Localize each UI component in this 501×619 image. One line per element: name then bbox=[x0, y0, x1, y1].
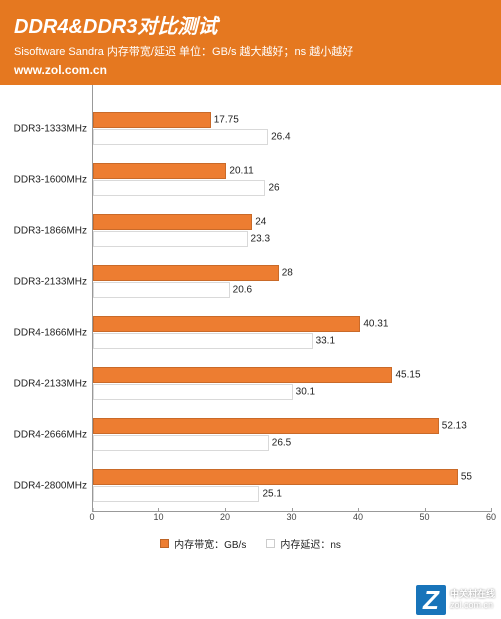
legend-swatch bbox=[160, 539, 169, 548]
bar-group: DDR3-1333MHz17.7526.4 bbox=[93, 103, 491, 154]
legend-swatch bbox=[266, 539, 275, 548]
chart-title: DDR4&DDR3对比测试 bbox=[14, 10, 487, 39]
watermark-text: 中关村在线 zol.com.cn bbox=[450, 589, 495, 611]
bar-group: DDR3-2133MHz2820.6 bbox=[93, 256, 491, 307]
category-label: DDR3-2133MHz bbox=[14, 276, 93, 287]
watermark: Z 中关村在线 zol.com.cn bbox=[416, 585, 495, 615]
bar-value-label: 33.1 bbox=[312, 336, 335, 347]
bar-value-label: 40.31 bbox=[359, 319, 388, 330]
x-tick: 0 bbox=[89, 512, 94, 522]
chart-area: DDR3-1333MHz17.7526.4DDR3-1600MHz20.1126… bbox=[0, 85, 501, 619]
bar: 20.11 bbox=[93, 163, 226, 179]
bar-value-label: 25.1 bbox=[258, 489, 281, 500]
bar: 24 bbox=[93, 214, 252, 230]
category-label: DDR3-1600MHz bbox=[14, 174, 93, 185]
bar: 20.6 bbox=[93, 282, 230, 298]
chart-header: DDR4&DDR3对比测试 Sisoftware Sandra 内存带宽/延迟 … bbox=[0, 0, 501, 85]
bar: 30.1 bbox=[93, 384, 293, 400]
category-label: DDR4-1866MHz bbox=[14, 327, 93, 338]
bar: 17.75 bbox=[93, 112, 211, 128]
bar-value-label: 23.3 bbox=[247, 234, 270, 245]
chart-subtitle: Sisoftware Sandra 内存带宽/延迟 单位：GB/s 越大越好；n… bbox=[14, 43, 487, 59]
bar-value-label: 30.1 bbox=[292, 387, 315, 398]
category-label: DDR4-2666MHz bbox=[14, 429, 93, 440]
watermark-logo: Z bbox=[416, 585, 446, 615]
legend-label: 内存延迟：ns bbox=[280, 536, 341, 551]
bar: 25.1 bbox=[93, 486, 259, 502]
bar-value-label: 26 bbox=[264, 183, 279, 194]
category-label: DDR4-2133MHz bbox=[14, 378, 93, 389]
bar: 28 bbox=[93, 265, 279, 281]
bar-value-label: 45.15 bbox=[391, 370, 420, 381]
bar-value-label: 24 bbox=[251, 217, 266, 228]
watermark-line1: 中关村在线 bbox=[450, 589, 495, 600]
legend-item: 内存带宽：GB/s bbox=[160, 536, 246, 551]
x-tick: 60 bbox=[486, 512, 496, 522]
bar: 55 bbox=[93, 469, 458, 485]
bar-group: DDR4-2666MHz52.1326.5 bbox=[93, 409, 491, 460]
bar-group: DDR4-2133MHz45.1530.1 bbox=[93, 358, 491, 409]
bar: 52.13 bbox=[93, 418, 439, 434]
category-label: DDR3-1333MHz bbox=[14, 123, 93, 134]
x-tick: 20 bbox=[220, 512, 230, 522]
bar-value-label: 17.75 bbox=[210, 115, 239, 126]
x-tick: 50 bbox=[419, 512, 429, 522]
x-tick: 40 bbox=[353, 512, 363, 522]
watermark-line2: zol.com.cn bbox=[450, 600, 495, 611]
x-axis-ticks: 0102030405060 bbox=[92, 512, 491, 530]
bar-value-label: 20.11 bbox=[225, 166, 253, 177]
bar-value-label: 26.4 bbox=[267, 132, 290, 143]
legend-label: 内存带宽：GB/s bbox=[174, 536, 246, 551]
bar: 26.4 bbox=[93, 129, 268, 145]
legend: 内存带宽：GB/s 内存延迟：ns bbox=[0, 530, 501, 561]
bar-value-label: 52.13 bbox=[438, 421, 467, 432]
bar-value-label: 55 bbox=[457, 472, 472, 483]
bar-group: DDR3-1600MHz20.1126 bbox=[93, 154, 491, 205]
bar-group: DDR3-1866MHz2423.3 bbox=[93, 205, 491, 256]
bar: 26 bbox=[93, 180, 265, 196]
bar-value-label: 28 bbox=[278, 268, 293, 279]
bar: 26.5 bbox=[93, 435, 269, 451]
bar: 45.15 bbox=[93, 367, 392, 383]
bar-group: DDR4-1866MHz40.3133.1 bbox=[93, 307, 491, 358]
bar-value-label: 26.5 bbox=[268, 438, 291, 449]
bar: 23.3 bbox=[93, 231, 248, 247]
x-tick: 10 bbox=[153, 512, 163, 522]
category-label: DDR4-2800MHz bbox=[14, 480, 93, 491]
bar: 40.31 bbox=[93, 316, 360, 332]
category-label: DDR3-1866MHz bbox=[14, 225, 93, 236]
bar: 33.1 bbox=[93, 333, 313, 349]
legend-item: 内存延迟：ns bbox=[266, 536, 341, 551]
bar-group: DDR4-2800MHz5525.1 bbox=[93, 460, 491, 511]
chart-source-url: www.zol.com.cn bbox=[14, 63, 487, 77]
x-tick: 30 bbox=[286, 512, 296, 522]
bar-value-label: 20.6 bbox=[229, 285, 252, 296]
bar-plot: DDR3-1333MHz17.7526.4DDR3-1600MHz20.1126… bbox=[92, 85, 491, 512]
